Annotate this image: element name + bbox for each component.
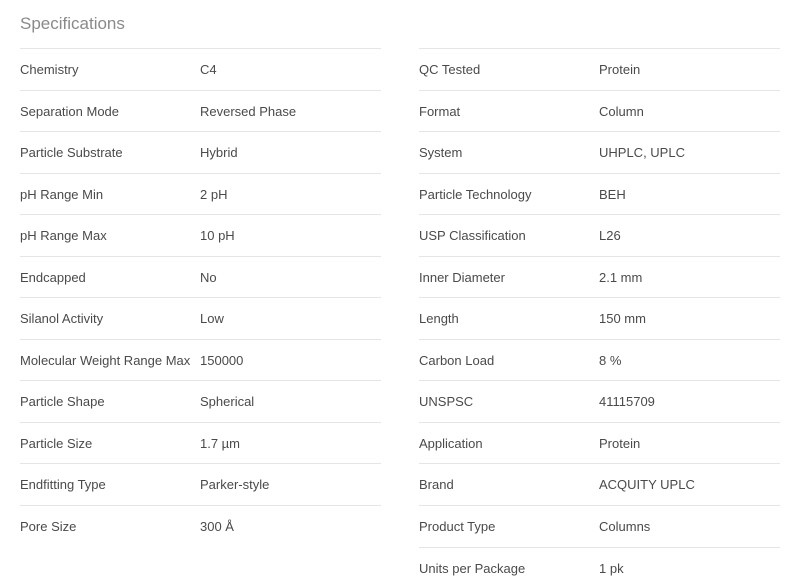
spec-label: Chemistry bbox=[20, 61, 200, 79]
spec-value: Low bbox=[200, 310, 381, 328]
spec-value: 8 % bbox=[599, 352, 780, 370]
spec-label: System bbox=[419, 144, 599, 162]
spec-label: Length bbox=[419, 310, 599, 328]
spec-value: Columns bbox=[599, 518, 780, 536]
spec-row: Separation ModeReversed Phase bbox=[20, 90, 381, 132]
spec-label: Application bbox=[419, 435, 599, 453]
spec-label: Endfitting Type bbox=[20, 476, 200, 494]
spec-label: Pore Size bbox=[20, 518, 200, 536]
spec-label: Inner Diameter bbox=[419, 269, 599, 287]
spec-label: pH Range Max bbox=[20, 227, 200, 245]
spec-value: Column bbox=[599, 103, 780, 121]
spec-label: Format bbox=[419, 103, 599, 121]
spec-row: QC TestedProtein bbox=[419, 48, 780, 90]
spec-label: Silanol Activity bbox=[20, 310, 200, 328]
spec-value: C4 bbox=[200, 61, 381, 79]
spec-value: Protein bbox=[599, 61, 780, 79]
spec-label: QC Tested bbox=[419, 61, 599, 79]
spec-value: ACQUITY UPLC bbox=[599, 476, 780, 494]
spec-value: Parker-style bbox=[200, 476, 381, 494]
spec-value: Reversed Phase bbox=[200, 103, 381, 121]
spec-row: Length150 mm bbox=[419, 297, 780, 339]
spec-row: Units per Package1 pk bbox=[419, 547, 780, 588]
section-title: Specifications bbox=[20, 14, 780, 34]
spec-value: No bbox=[200, 269, 381, 287]
spec-label: UNSPSC bbox=[419, 393, 599, 411]
spec-column-left: ChemistryC4Separation ModeReversed Phase… bbox=[20, 48, 381, 588]
spec-row: pH Range Min2 pH bbox=[20, 173, 381, 215]
spec-label: Carbon Load bbox=[419, 352, 599, 370]
spec-label: USP Classification bbox=[419, 227, 599, 245]
spec-value: Spherical bbox=[200, 393, 381, 411]
spec-row: ChemistryC4 bbox=[20, 48, 381, 90]
specifications-panel: Specifications ChemistryC4Separation Mod… bbox=[0, 0, 800, 588]
spec-label: Particle Substrate bbox=[20, 144, 200, 162]
spec-row: ApplicationProtein bbox=[419, 422, 780, 464]
spec-value: 300 Å bbox=[200, 518, 381, 536]
spec-column-right: QC TestedProteinFormatColumnSystemUHPLC,… bbox=[419, 48, 780, 588]
spec-row: Silanol ActivityLow bbox=[20, 297, 381, 339]
spec-value: 41115709 bbox=[599, 393, 780, 411]
spec-row: USP ClassificationL26 bbox=[419, 214, 780, 256]
spec-row: Particle Size1.7 µm bbox=[20, 422, 381, 464]
spec-row: pH Range Max10 pH bbox=[20, 214, 381, 256]
spec-value: Hybrid bbox=[200, 144, 381, 162]
spec-label: Endcapped bbox=[20, 269, 200, 287]
spec-value: 150 mm bbox=[599, 310, 780, 328]
spec-row: SystemUHPLC, UPLC bbox=[419, 131, 780, 173]
spec-value: 1.7 µm bbox=[200, 435, 381, 453]
spec-row: Endfitting TypeParker-style bbox=[20, 463, 381, 505]
spec-label: Molecular Weight Range Max bbox=[20, 352, 200, 370]
spec-label: Brand bbox=[419, 476, 599, 494]
spec-label: Product Type bbox=[419, 518, 599, 536]
spec-value: L26 bbox=[599, 227, 780, 245]
spec-columns: ChemistryC4Separation ModeReversed Phase… bbox=[20, 48, 780, 588]
spec-label: Separation Mode bbox=[20, 103, 200, 121]
spec-row: EndcappedNo bbox=[20, 256, 381, 298]
spec-label: Particle Size bbox=[20, 435, 200, 453]
spec-value: BEH bbox=[599, 186, 780, 204]
spec-row: UNSPSC41115709 bbox=[419, 380, 780, 422]
spec-value: 1 pk bbox=[599, 560, 780, 578]
spec-value: 2.1 mm bbox=[599, 269, 780, 287]
spec-row: Particle SubstrateHybrid bbox=[20, 131, 381, 173]
spec-value: 2 pH bbox=[200, 186, 381, 204]
spec-row: Carbon Load8 % bbox=[419, 339, 780, 381]
spec-row: BrandACQUITY UPLC bbox=[419, 463, 780, 505]
spec-row: Particle TechnologyBEH bbox=[419, 173, 780, 215]
spec-value: Protein bbox=[599, 435, 780, 453]
spec-row: Pore Size300 Å bbox=[20, 505, 381, 547]
spec-row: Inner Diameter2.1 mm bbox=[419, 256, 780, 298]
spec-value: 10 pH bbox=[200, 227, 381, 245]
spec-label: pH Range Min bbox=[20, 186, 200, 204]
spec-label: Particle Shape bbox=[20, 393, 200, 411]
spec-value: UHPLC, UPLC bbox=[599, 144, 780, 162]
spec-label: Particle Technology bbox=[419, 186, 599, 204]
spec-row: Particle ShapeSpherical bbox=[20, 380, 381, 422]
spec-row: FormatColumn bbox=[419, 90, 780, 132]
spec-row: Molecular Weight Range Max150000 bbox=[20, 339, 381, 381]
spec-value: 150000 bbox=[200, 352, 381, 370]
spec-label: Units per Package bbox=[419, 560, 599, 578]
spec-row: Product TypeColumns bbox=[419, 505, 780, 547]
